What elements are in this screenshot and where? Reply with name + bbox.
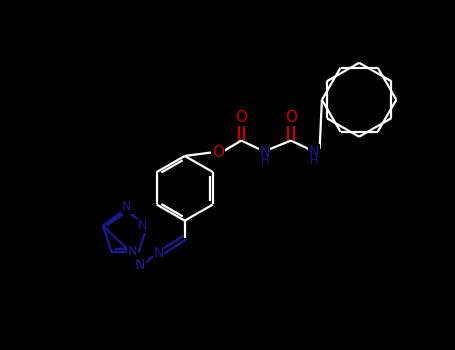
Text: H: H bbox=[260, 156, 269, 166]
Text: O: O bbox=[235, 110, 248, 125]
Text: N: N bbox=[309, 145, 319, 159]
Text: O: O bbox=[212, 145, 224, 160]
Text: N: N bbox=[135, 258, 145, 272]
Text: N: N bbox=[128, 245, 137, 258]
Text: H: H bbox=[310, 156, 318, 166]
Text: N: N bbox=[122, 200, 131, 213]
Text: N: N bbox=[138, 219, 147, 232]
Text: N: N bbox=[153, 246, 164, 260]
Text: O: O bbox=[285, 110, 297, 125]
Text: N: N bbox=[259, 145, 270, 159]
